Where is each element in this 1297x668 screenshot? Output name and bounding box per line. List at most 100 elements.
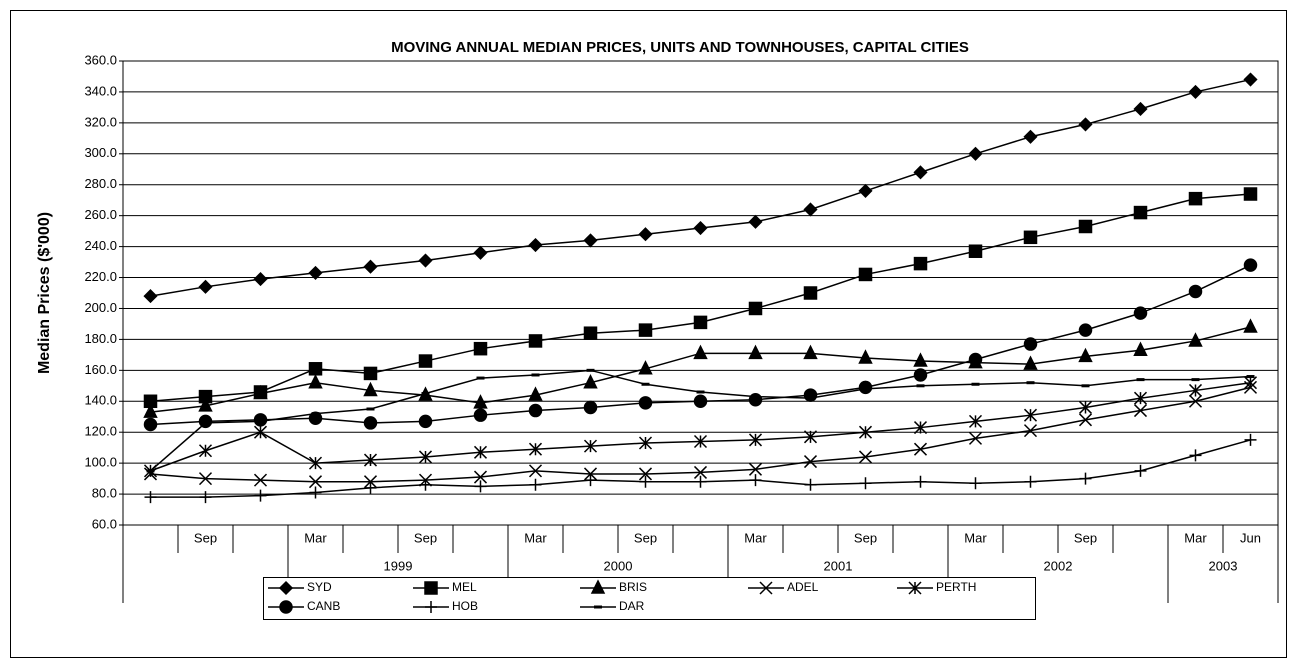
marker xyxy=(1023,355,1038,370)
marker xyxy=(913,442,928,456)
marker xyxy=(279,600,293,614)
marker xyxy=(253,413,268,427)
x-tick-label: Mar xyxy=(744,530,767,545)
marker xyxy=(748,301,763,316)
marker-part xyxy=(528,386,543,401)
marker-part xyxy=(638,360,653,375)
marker xyxy=(198,279,213,294)
marker-part xyxy=(253,473,268,487)
marker-part xyxy=(913,352,928,367)
marker xyxy=(198,414,213,429)
marker xyxy=(748,344,763,360)
marker xyxy=(1133,341,1148,356)
marker xyxy=(639,475,652,488)
marker xyxy=(1078,413,1093,427)
marker xyxy=(253,272,268,287)
marker-part xyxy=(858,425,873,439)
marker xyxy=(1188,394,1203,408)
y-tick-label: 320.0 xyxy=(84,114,117,129)
marker xyxy=(1243,318,1258,333)
marker xyxy=(254,489,267,502)
marker xyxy=(308,456,323,470)
marker-part xyxy=(253,413,268,427)
marker-part xyxy=(254,489,267,502)
marker xyxy=(759,581,773,595)
marker-part xyxy=(363,366,378,381)
marker-part xyxy=(363,475,378,489)
marker-part xyxy=(913,368,928,382)
marker xyxy=(1023,129,1038,144)
marker-part xyxy=(1189,449,1202,462)
marker-part xyxy=(418,450,433,464)
legend-label: CANB xyxy=(307,599,340,613)
marker-part xyxy=(803,286,818,300)
year-label: 2002 xyxy=(1044,558,1073,573)
marker xyxy=(528,386,543,401)
marker xyxy=(1189,449,1202,462)
marker-part xyxy=(1078,219,1093,234)
y-tick-label: 220.0 xyxy=(84,269,117,284)
marker-part xyxy=(968,414,983,428)
marker-part xyxy=(1078,413,1093,427)
y-tick-label: 140.0 xyxy=(84,393,117,408)
marker xyxy=(418,450,433,464)
marker-part xyxy=(858,183,873,198)
marker-part xyxy=(308,475,323,489)
y-tick-label: 340.0 xyxy=(84,83,117,98)
marker xyxy=(1023,408,1038,422)
marker xyxy=(1078,323,1093,337)
marker xyxy=(693,394,708,409)
marker-part xyxy=(803,344,818,360)
marker-part xyxy=(1133,404,1148,418)
y-tick-label: 280.0 xyxy=(84,176,117,191)
x-tick-label: Sep xyxy=(194,530,217,545)
marker-part xyxy=(418,253,433,268)
marker-part xyxy=(1078,347,1093,363)
marker xyxy=(638,227,653,242)
marker xyxy=(1023,337,1038,351)
marker xyxy=(425,601,437,613)
y-axis-title: Median Prices ($'000) xyxy=(36,212,53,374)
marker-part xyxy=(584,474,597,487)
marker xyxy=(913,256,928,271)
marker xyxy=(803,455,818,469)
marker-part xyxy=(803,430,818,444)
marker-part xyxy=(908,581,922,595)
marker-part xyxy=(638,323,653,337)
marker xyxy=(583,467,598,481)
marker xyxy=(363,259,378,274)
marker xyxy=(529,478,542,491)
marker xyxy=(424,581,438,595)
marker xyxy=(473,394,488,409)
marker xyxy=(144,491,157,504)
marker-part xyxy=(913,165,928,180)
chart-title: MOVING ANNUAL MEDIAN PRICES, UNITS AND T… xyxy=(391,39,969,56)
marker xyxy=(968,146,983,161)
legend-label: PERTH xyxy=(936,580,976,594)
marker-part xyxy=(1134,464,1147,477)
marker-part xyxy=(143,403,158,418)
marker xyxy=(1188,332,1203,347)
marker-part xyxy=(748,344,763,360)
marker-part xyxy=(913,256,928,271)
marker-part xyxy=(759,581,773,595)
marker-part xyxy=(1188,383,1203,397)
marker-part xyxy=(693,344,708,360)
marker xyxy=(858,380,873,395)
x-tick-label: Mar xyxy=(964,530,987,545)
year-label: 2003 xyxy=(1209,558,1238,573)
marker xyxy=(968,352,983,367)
marker-part xyxy=(1133,391,1148,405)
marker xyxy=(278,580,294,596)
marker-part xyxy=(1243,318,1258,333)
marker xyxy=(308,265,323,280)
marker-part xyxy=(279,600,293,614)
marker-part xyxy=(1133,101,1148,117)
marker xyxy=(804,478,817,491)
marker xyxy=(748,462,763,476)
marker xyxy=(253,473,268,487)
marker xyxy=(1188,284,1203,299)
marker xyxy=(583,374,598,389)
x-tick-label: Mar xyxy=(524,530,547,545)
marker-part xyxy=(1243,187,1258,201)
